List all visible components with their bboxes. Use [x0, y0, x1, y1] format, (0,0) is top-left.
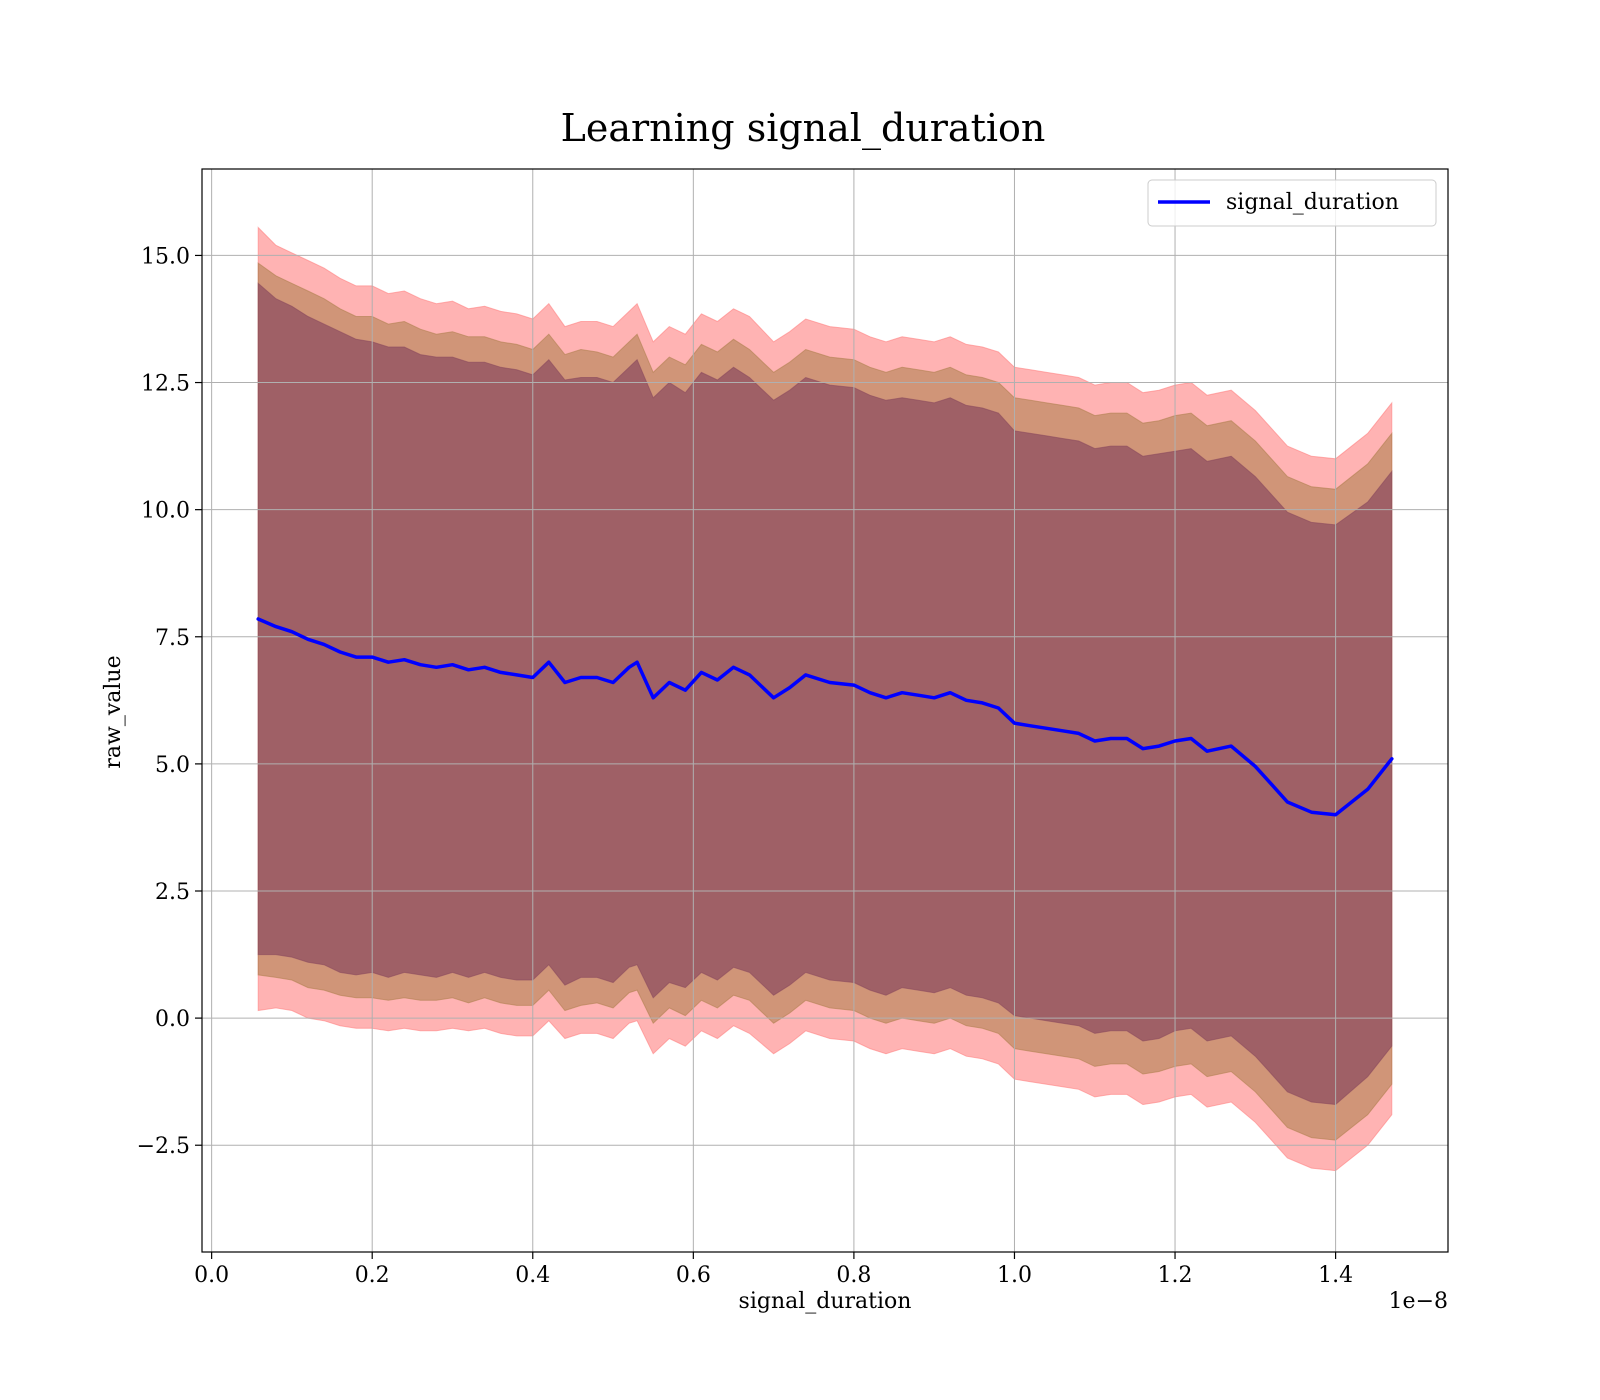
y-tick-label: 2.5 [155, 880, 190, 905]
x-tick-label: 0.0 [194, 1263, 229, 1288]
x-tick-label: 1.4 [1318, 1263, 1353, 1288]
x-tick-label: 0.4 [515, 1263, 550, 1288]
legend: signal_duration [1147, 179, 1437, 227]
y-tick-label: 15.0 [141, 244, 190, 269]
series-lines [256, 617, 1394, 817]
x-tick-label: 0.6 [676, 1263, 711, 1288]
band-2 [257, 282, 1393, 1106]
x-tick-label: 0.8 [836, 1263, 871, 1288]
chart-title: Learning signal_duration [561, 106, 1046, 151]
x-axis-label: signal_duration [739, 1289, 912, 1314]
y-tick-label: 5.0 [155, 753, 190, 778]
x-tick-label: 1.2 [1158, 1263, 1193, 1288]
legend-label: signal_duration [1226, 190, 1399, 215]
y-tick-label: 0.0 [155, 1007, 190, 1032]
x-tick-label: 1.0 [997, 1263, 1032, 1288]
y-tick-label: 10.0 [141, 499, 190, 524]
x-axis: 0.0 0.2 0.4 0.6 0.8 1.0 1.2 1.4 [194, 1252, 1353, 1288]
y-tick-label: 7.5 [155, 626, 190, 651]
plot-frame [201, 168, 1449, 1253]
x-offset-label: 1e−8 [1389, 1289, 1448, 1314]
uncertainty-bands [257, 226, 1393, 1172]
series-line-0 [256, 617, 1394, 817]
plot-area [201, 168, 1449, 1253]
y-tick-label: −2.5 [137, 1134, 190, 1159]
y-axis-label: raw_value [101, 655, 126, 768]
grid [202, 169, 1448, 1252]
legend-frame [1147, 179, 1437, 227]
x-tick-label: 0.2 [355, 1263, 390, 1288]
y-axis: −2.5 0.0 2.5 5.0 7.5 10.0 12.5 15.0 [137, 244, 202, 1159]
y-tick-label: 12.5 [141, 372, 190, 397]
